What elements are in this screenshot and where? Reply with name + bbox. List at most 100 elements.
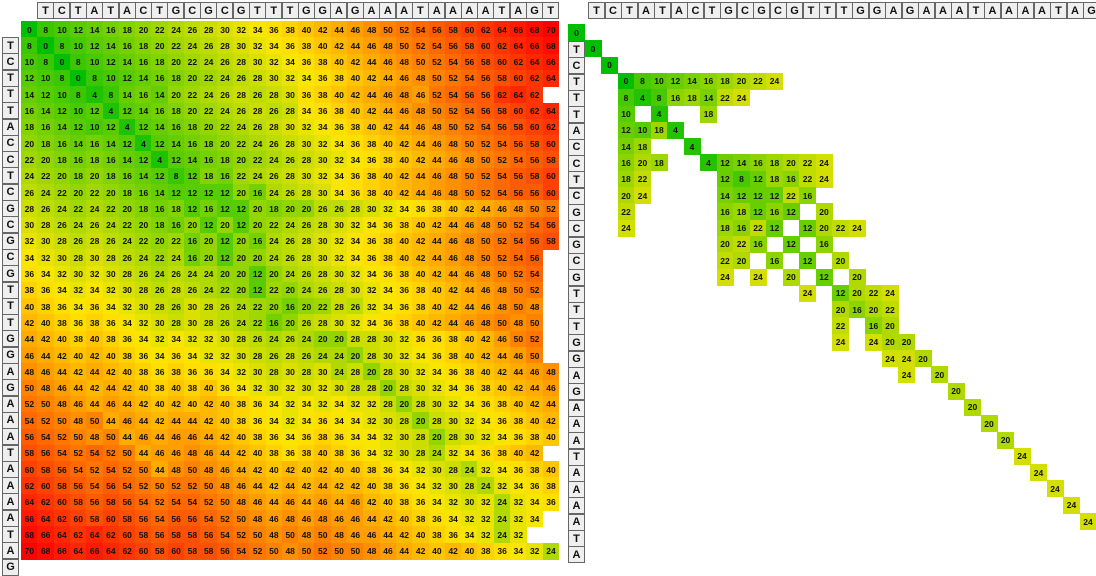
matrix-cell: 54 (510, 249, 527, 266)
matrix-cell: 12 (135, 151, 152, 168)
matrix-cell: 42 (347, 54, 364, 71)
matrix-cell: 44 (37, 347, 54, 364)
matrix-cell: 8 (37, 54, 54, 71)
matrix-cell: 32 (184, 331, 201, 348)
matrix-cell: 22 (266, 217, 283, 234)
band-cell: 18 (700, 106, 717, 123)
matrix-cell: 34 (396, 461, 413, 478)
matrix-cell: 28 (249, 347, 266, 364)
matrix-cell: 36 (510, 429, 527, 446)
top-base-letter: C (216, 2, 233, 19)
matrix-cell: 36 (543, 494, 560, 511)
matrix-cell: 50 (445, 119, 462, 136)
matrix-cell: 8 (70, 54, 87, 71)
matrix-cell: 4 (151, 151, 168, 168)
matrix-cell: 34 (298, 396, 315, 413)
band-cell: 18 (651, 122, 668, 139)
matrix-cell: 56 (526, 233, 543, 250)
matrix-cell: 28 (347, 200, 364, 217)
band-cell: 16 (750, 236, 767, 253)
matrix-cell: 56 (510, 184, 527, 201)
matrix-cell: 46 (298, 510, 315, 527)
matrix-cell: 56 (103, 477, 120, 494)
matrix-cell: 68 (543, 37, 560, 54)
matrix-cell: 38 (412, 282, 429, 299)
side-base-letter: T (568, 106, 585, 123)
band-cell: 24 (717, 269, 734, 286)
matrix-cell: 20 (249, 249, 266, 266)
matrix-cell: 36 (412, 331, 429, 348)
matrix-cell: 20 (184, 70, 201, 87)
matrix-cell: 46 (429, 135, 446, 152)
matrix-cell: 24 (200, 54, 217, 71)
band-cell: 16 (799, 187, 816, 204)
band-cell: 24 (832, 334, 849, 351)
matrix-cell: 46 (282, 494, 299, 511)
band-cell: 18 (651, 154, 668, 171)
matrix-cell: 30 (331, 380, 348, 397)
matrix-cell: 42 (249, 461, 266, 478)
band-cell: 12 (733, 187, 750, 204)
matrix-cell: 20 (233, 151, 250, 168)
matrix-cell: 32 (298, 119, 315, 136)
band-cell: 16 (700, 73, 717, 90)
matrix-cell: 34 (331, 396, 348, 413)
matrix-cell: 32 (363, 298, 380, 315)
top-base-letter: T (265, 2, 282, 19)
side-base-letter: C (568, 253, 585, 270)
matrix-cell: 26 (37, 200, 54, 217)
matrix-cell: 52 (217, 510, 234, 527)
matrix-cell: 44 (445, 314, 462, 331)
matrix-cell: 24 (298, 331, 315, 348)
matrix-cell: 30 (396, 445, 413, 462)
side-base-letter: A (2, 363, 19, 380)
matrix-cell: 38 (184, 380, 201, 397)
matrix-cell: 30 (266, 380, 283, 397)
matrix-cell: 12 (151, 168, 168, 185)
matrix-cell: 60 (135, 543, 152, 560)
matrix-cell: 34 (249, 21, 266, 38)
matrix-cell: 54 (70, 461, 87, 478)
matrix-cell: 28 (380, 363, 397, 380)
matrix-cell: 18 (217, 151, 234, 168)
matrix-cell: 16 (217, 168, 234, 185)
matrix-cell: 26 (217, 314, 234, 331)
matrix-cell: 38 (380, 151, 397, 168)
matrix-cell: 42 (396, 184, 413, 201)
band-cell: 22 (750, 73, 767, 90)
matrix-cell: 38 (412, 298, 429, 315)
matrix-cell: 56 (526, 184, 543, 201)
band-cell: 24 (816, 171, 833, 188)
matrix-cell: 32 (103, 282, 120, 299)
band-cell: 12 (766, 220, 783, 237)
side-base-letter: G (2, 200, 19, 217)
matrix-cell: 16 (249, 233, 266, 250)
matrix-cell: 34 (314, 119, 331, 136)
matrix-cell: 20 (266, 266, 283, 283)
matrix-cell: 38 (86, 314, 103, 331)
matrix-cell: 28 (298, 151, 315, 168)
matrix-cell: 38 (21, 282, 38, 299)
matrix-cell: 20 (282, 200, 299, 217)
matrix-cell: 36 (249, 412, 266, 429)
matrix-cell: 12 (119, 70, 136, 87)
matrix-cell: 42 (363, 70, 380, 87)
matrix-cell: 60 (103, 510, 120, 527)
matrix-cell: 32 (363, 282, 380, 299)
matrix-cell: 38 (314, 86, 331, 103)
band-cell: 22 (882, 301, 899, 318)
band-cell: 20 (931, 366, 948, 383)
matrix-cell: 40 (331, 86, 348, 103)
matrix-cell: 30 (331, 314, 348, 331)
matrix-cell: 54 (103, 461, 120, 478)
matrix-cell: 34 (380, 298, 397, 315)
matrix-cell: 48 (86, 429, 103, 446)
matrix-cell: 54 (233, 543, 250, 560)
matrix-cell: 60 (461, 21, 478, 38)
matrix-cell: 50 (135, 461, 152, 478)
matrix-cell: 32 (86, 266, 103, 283)
matrix-cell: 46 (37, 363, 54, 380)
matrix-cell: 42 (412, 233, 429, 250)
matrix-cell: 48 (200, 461, 217, 478)
matrix-cell: 60 (543, 184, 560, 201)
